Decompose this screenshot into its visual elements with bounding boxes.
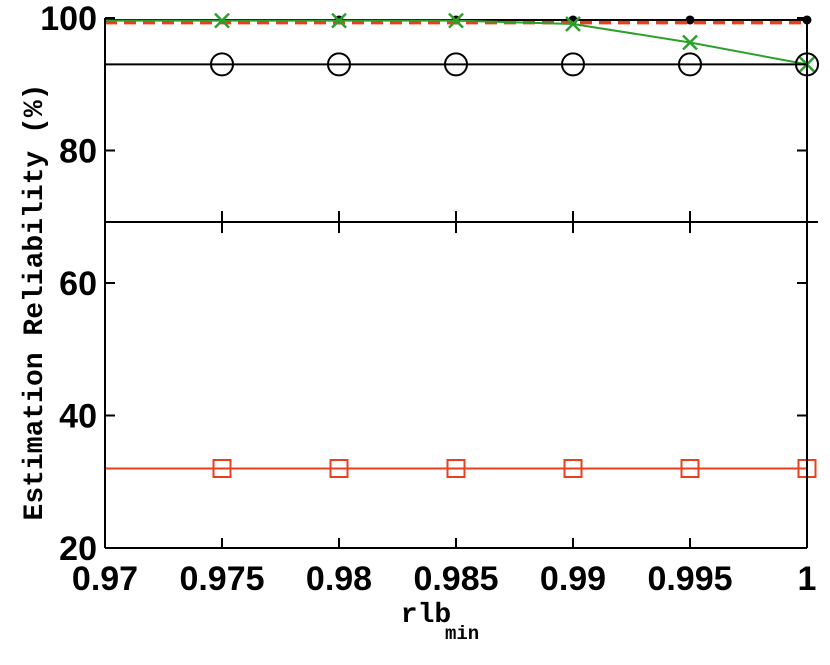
data-point-x bbox=[214, 12, 230, 29]
data-point-circle bbox=[210, 52, 234, 77]
y-tick-label: 60 bbox=[59, 265, 97, 303]
data-point-circle bbox=[444, 52, 468, 77]
y-axis-title: Estimation Reliability (%) bbox=[20, 84, 51, 521]
data-point-circle bbox=[561, 52, 585, 77]
x-tick-label: 0.99 bbox=[540, 560, 606, 598]
data-point-x bbox=[565, 16, 581, 32]
data-point-square bbox=[212, 459, 232, 478]
data-point-square bbox=[329, 459, 349, 478]
axes-layer bbox=[104, 17, 818, 549]
x-tick-label: 0.975 bbox=[179, 560, 264, 598]
data-point-circle bbox=[678, 52, 702, 77]
y-tick-label: 20 bbox=[59, 530, 97, 568]
x-tick-label: 0.98 bbox=[306, 560, 372, 598]
data-point-dot bbox=[685, 15, 695, 25]
x-tick-label: 0.97 bbox=[72, 560, 138, 598]
labels-layer: 20 40 60 80 100 0.97 0.975 0.98 0.985 0.99 0.995 1 r… bbox=[20, 0, 816, 645]
y-tick-label: 80 bbox=[59, 133, 97, 171]
x-axis-title: rlb bbox=[401, 600, 451, 631]
x-tick-label: 0.985 bbox=[413, 560, 498, 598]
series-layer bbox=[105, 12, 819, 478]
x-tick-label: 1 bbox=[798, 560, 817, 598]
data-point-square bbox=[446, 459, 466, 478]
y-tick-label: 100 bbox=[40, 0, 97, 38]
y-tick-label: 40 bbox=[59, 398, 97, 436]
data-point-x bbox=[682, 34, 698, 51]
data-point-square bbox=[563, 459, 583, 478]
data-point-x bbox=[448, 12, 464, 29]
data-point-x bbox=[331, 12, 347, 29]
x-axis-title-subscript: min bbox=[445, 623, 479, 645]
data-point-circle bbox=[327, 52, 351, 77]
series-line-2 bbox=[105, 19, 808, 66]
data-point-square bbox=[680, 459, 700, 478]
x-tick-label: 0.995 bbox=[647, 560, 732, 598]
